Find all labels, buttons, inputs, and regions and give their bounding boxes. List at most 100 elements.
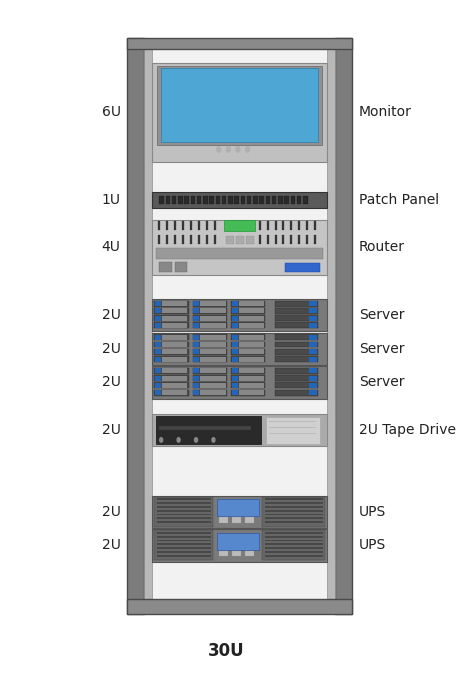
Bar — [265, 498, 323, 500]
Bar — [309, 376, 318, 381]
Bar — [182, 220, 184, 231]
Bar — [232, 376, 238, 381]
Bar — [153, 220, 327, 274]
Bar — [200, 376, 226, 381]
Bar — [309, 316, 318, 320]
Bar — [284, 196, 289, 204]
Bar — [154, 389, 189, 395]
Bar — [238, 376, 264, 381]
Bar — [159, 427, 252, 429]
Bar — [265, 536, 323, 537]
Bar — [309, 301, 318, 306]
Text: Server: Server — [359, 308, 404, 322]
Bar — [274, 334, 319, 340]
Bar — [231, 301, 265, 306]
Bar — [232, 356, 238, 362]
Bar — [156, 514, 211, 515]
Bar — [231, 368, 265, 374]
Bar — [155, 368, 161, 373]
Bar — [232, 368, 238, 373]
Bar — [145, 39, 335, 614]
Bar — [162, 308, 187, 313]
Bar — [238, 390, 264, 395]
Bar — [265, 532, 323, 534]
Bar — [265, 555, 323, 556]
Bar — [265, 510, 323, 512]
Bar — [238, 383, 264, 388]
Bar — [309, 368, 318, 373]
Bar — [154, 368, 189, 374]
Bar — [166, 235, 168, 244]
Bar — [232, 383, 238, 388]
Bar — [274, 315, 319, 321]
Bar — [192, 356, 227, 362]
Text: UPS: UPS — [359, 538, 386, 552]
Bar — [156, 510, 211, 512]
Bar — [327, 39, 335, 614]
Bar — [198, 235, 200, 244]
Bar — [156, 517, 211, 519]
Circle shape — [236, 147, 240, 152]
Bar — [154, 322, 189, 329]
Bar — [153, 191, 327, 208]
Bar — [159, 196, 164, 204]
Bar — [155, 390, 161, 395]
Bar — [155, 316, 161, 320]
Circle shape — [177, 437, 180, 442]
Bar — [217, 500, 259, 516]
Bar — [127, 39, 145, 614]
Bar — [265, 539, 323, 541]
Bar — [153, 496, 327, 528]
Text: 2U: 2U — [101, 538, 120, 552]
Bar — [161, 68, 319, 142]
Bar — [200, 316, 226, 320]
Bar — [274, 301, 319, 306]
Bar — [231, 334, 265, 340]
Bar — [238, 308, 264, 313]
Bar — [238, 316, 264, 320]
Bar — [190, 220, 192, 231]
Bar — [298, 220, 300, 231]
Bar — [156, 555, 211, 556]
Bar — [232, 301, 238, 306]
Bar — [269, 433, 316, 434]
Bar — [265, 506, 323, 508]
Bar — [274, 322, 319, 329]
Bar — [274, 383, 319, 389]
Bar — [192, 334, 227, 340]
Bar — [245, 517, 255, 523]
Bar — [193, 342, 200, 347]
Bar — [238, 342, 264, 347]
Bar — [155, 349, 161, 354]
Bar — [269, 427, 316, 429]
Bar — [238, 335, 264, 340]
Bar — [265, 551, 323, 553]
Bar — [154, 308, 189, 314]
Bar — [155, 308, 161, 313]
Bar — [231, 356, 265, 362]
Bar — [153, 366, 327, 399]
Bar — [156, 536, 211, 537]
Bar — [236, 236, 244, 244]
Bar — [154, 356, 189, 362]
Bar — [231, 349, 265, 355]
Bar — [267, 235, 269, 244]
Bar — [162, 390, 187, 395]
Text: Monitor: Monitor — [359, 105, 411, 120]
Circle shape — [212, 437, 215, 442]
Bar — [154, 301, 189, 306]
Text: UPS: UPS — [359, 505, 386, 518]
Bar — [265, 196, 270, 204]
Bar — [335, 39, 352, 614]
Bar — [274, 220, 276, 231]
Bar — [156, 548, 211, 549]
Bar — [155, 383, 161, 388]
Bar — [156, 551, 211, 553]
Bar — [232, 316, 238, 320]
Text: 2U: 2U — [101, 342, 120, 356]
Bar — [309, 335, 318, 340]
Bar — [265, 548, 323, 549]
Bar — [235, 196, 239, 204]
Bar — [154, 497, 213, 527]
Bar — [156, 521, 211, 523]
